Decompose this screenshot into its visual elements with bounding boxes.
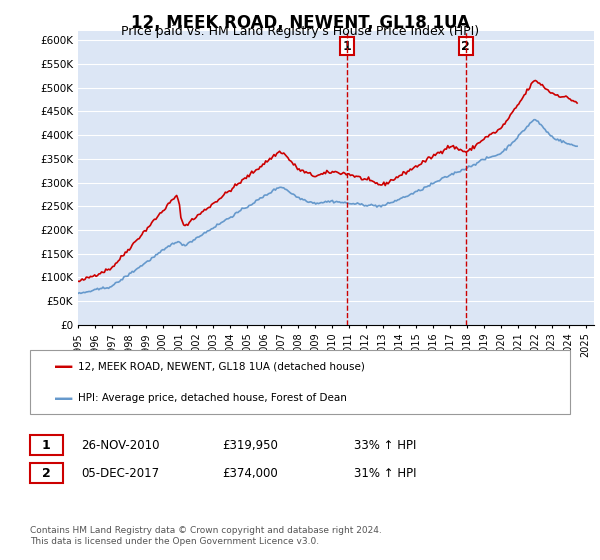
Text: Contains HM Land Registry data © Crown copyright and database right 2024.
This d: Contains HM Land Registry data © Crown c… <box>30 526 382 546</box>
Text: £374,000: £374,000 <box>222 466 278 480</box>
Text: £319,950: £319,950 <box>222 438 278 452</box>
Text: 12, MEEK ROAD, NEWENT, GL18 1UA (detached house): 12, MEEK ROAD, NEWENT, GL18 1UA (detache… <box>78 361 365 371</box>
Text: 1: 1 <box>42 438 50 452</box>
Text: Price paid vs. HM Land Registry's House Price Index (HPI): Price paid vs. HM Land Registry's House … <box>121 25 479 38</box>
Text: 1: 1 <box>343 40 352 53</box>
Text: 12, MEEK ROAD, NEWENT, GL18 1UA: 12, MEEK ROAD, NEWENT, GL18 1UA <box>131 14 469 32</box>
Text: 26-NOV-2010: 26-NOV-2010 <box>81 438 160 452</box>
Text: HPI: Average price, detached house, Forest of Dean: HPI: Average price, detached house, Fore… <box>78 393 347 403</box>
Text: 33% ↑ HPI: 33% ↑ HPI <box>354 438 416 452</box>
Text: 2: 2 <box>42 466 50 480</box>
Text: 05-DEC-2017: 05-DEC-2017 <box>81 466 159 480</box>
Text: 2: 2 <box>461 40 470 53</box>
Text: —: — <box>54 389 73 408</box>
Text: —: — <box>54 357 73 376</box>
Text: 31% ↑ HPI: 31% ↑ HPI <box>354 466 416 480</box>
